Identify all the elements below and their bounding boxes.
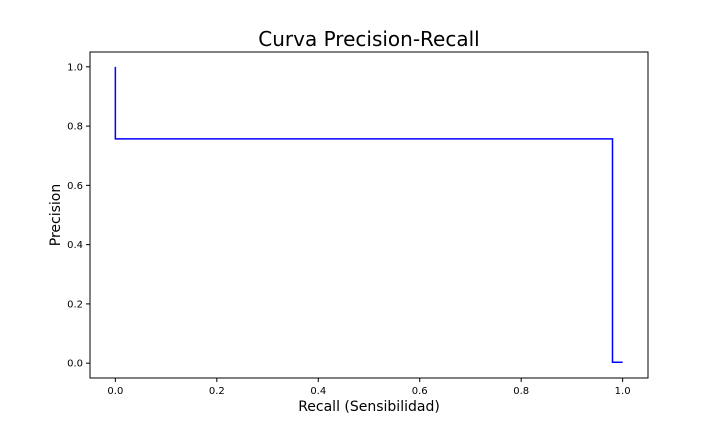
y-tick-label: 0.0 [67,359,83,370]
x-tick-label: 1.0 [615,386,631,397]
y-tick-label: 0.2 [67,299,83,310]
x-axis: 0.0 0.2 0.4 0.6 0.8 1.0 [107,378,631,397]
chart-title: Curva Precision-Recall [258,27,479,51]
y-axis-label: Precision [48,184,64,246]
series-layer [114,66,623,364]
x-tick-label: 0.8 [513,386,529,397]
plot-area [89,51,649,379]
x-tick-label: 0.4 [310,386,326,397]
x-tick-label: 0.2 [209,386,225,397]
precision-recall-line [114,66,623,364]
x-tick-label: 0.6 [412,386,428,397]
y-tick-label: 0.6 [67,181,83,192]
x-axis-label: Recall (Sensibilidad) [298,399,440,415]
y-tick-label: 0.4 [67,240,83,251]
y-tick-label: 0.8 [67,122,83,133]
y-tick-label: 1.0 [67,62,83,73]
y-axis: 0.0 0.2 0.4 0.6 0.8 1.0 [67,62,90,370]
x-tick-label: 0.0 [107,386,123,397]
